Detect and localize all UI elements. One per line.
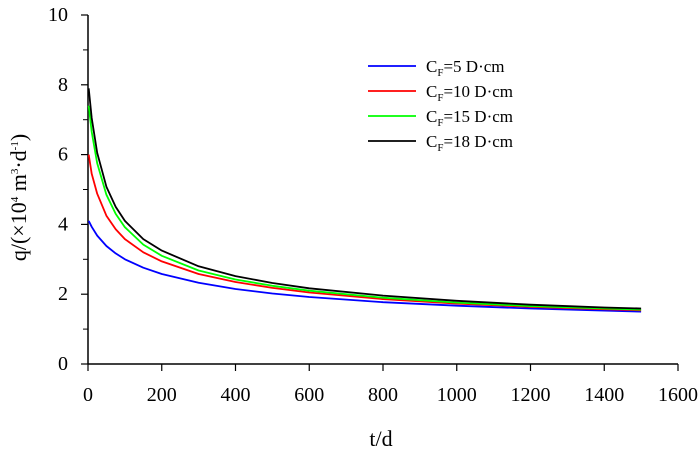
x-tick-label: 200 [147, 384, 177, 406]
x-tick-label: 1400 [584, 384, 624, 406]
legend-label-3: CF=15 D·cm [426, 107, 513, 129]
y-tick-label: 0 [58, 353, 68, 375]
x-tick-label: 0 [83, 384, 93, 406]
y-tick-label: 2 [58, 283, 68, 305]
y-tick-label: 4 [58, 213, 68, 235]
x-tick-label: 400 [221, 384, 251, 406]
legend-label-4: CF=18 D·cm [426, 132, 513, 154]
y-tick-label: 10 [48, 4, 68, 26]
x-tick-label: 1600 [658, 384, 698, 406]
x-tick-label: 600 [294, 384, 324, 406]
axes [87, 15, 678, 365]
y-tick-label: 8 [58, 74, 68, 96]
legend: CF=5 D·cm CF=10 D·cm CF=15 D·cm CF=18 D·cm [368, 57, 513, 154]
ticks: 0 200 400 600 800 1000 1200 1400 1600 0 2 4 6 8 10 [48, 4, 698, 406]
series-line-2 [87, 154, 642, 312]
series-line-4 [87, 88, 642, 310]
y-tick-label: 6 [58, 144, 68, 166]
y-axis-title: q/(×104 m3·d-1) [6, 134, 31, 261]
x-tick-label: 1000 [437, 384, 477, 406]
x-tick-label: 1200 [511, 384, 551, 406]
series-line-1 [87, 220, 642, 313]
legend-label-1: CF=5 D·cm [426, 57, 505, 79]
x-axis-title: t/d [369, 426, 392, 451]
series-line-3 [87, 105, 642, 311]
legend-label-2: CF=10 D·cm [426, 82, 513, 104]
x-tick-label: 800 [368, 384, 398, 406]
series-lines [87, 88, 642, 313]
